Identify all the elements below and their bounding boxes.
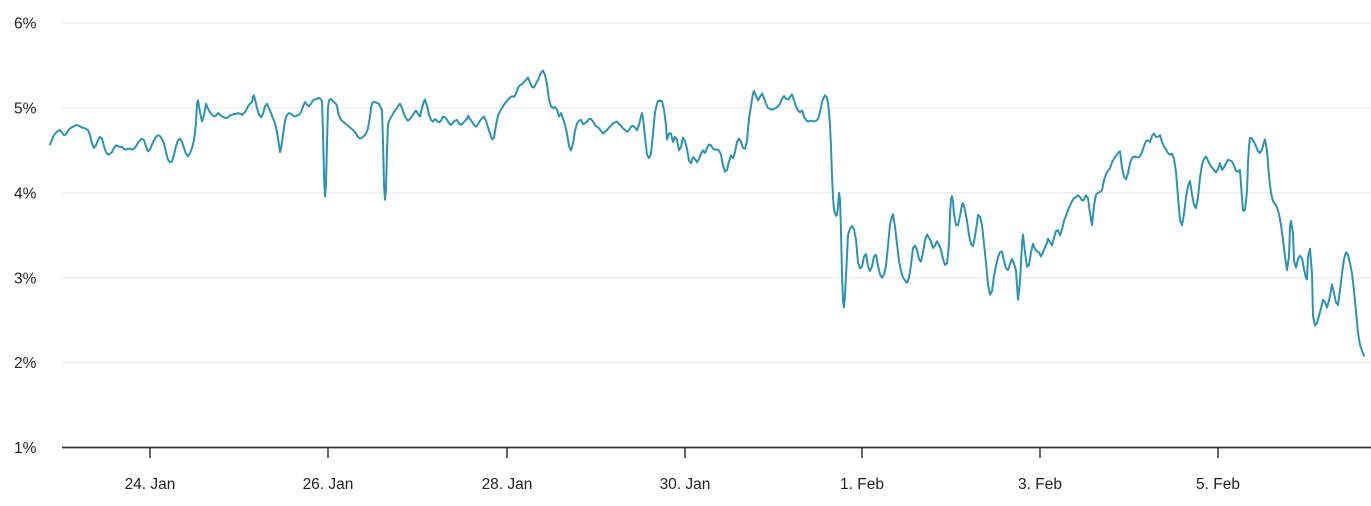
- x-axis-label: 24. Jan: [125, 476, 176, 493]
- y-axis-label: 3%: [14, 270, 37, 287]
- x-axis-label: 26. Jan: [303, 476, 354, 493]
- x-axis-label: 1. Feb: [840, 476, 884, 493]
- x-axis-label: 3. Feb: [1018, 476, 1062, 493]
- y-axis-label: 2%: [14, 355, 37, 372]
- y-axis-label: 1%: [14, 440, 37, 457]
- x-axis-label: 30. Jan: [660, 476, 711, 493]
- y-axis-label: 6%: [14, 16, 37, 33]
- y-axis-label: 4%: [14, 185, 37, 202]
- series-line[interactable]: [49, 69, 1365, 357]
- x-axis-label: 5. Feb: [1196, 476, 1240, 493]
- x-axis-label: 28. Jan: [482, 476, 533, 493]
- y-axis-label: 5%: [14, 101, 37, 118]
